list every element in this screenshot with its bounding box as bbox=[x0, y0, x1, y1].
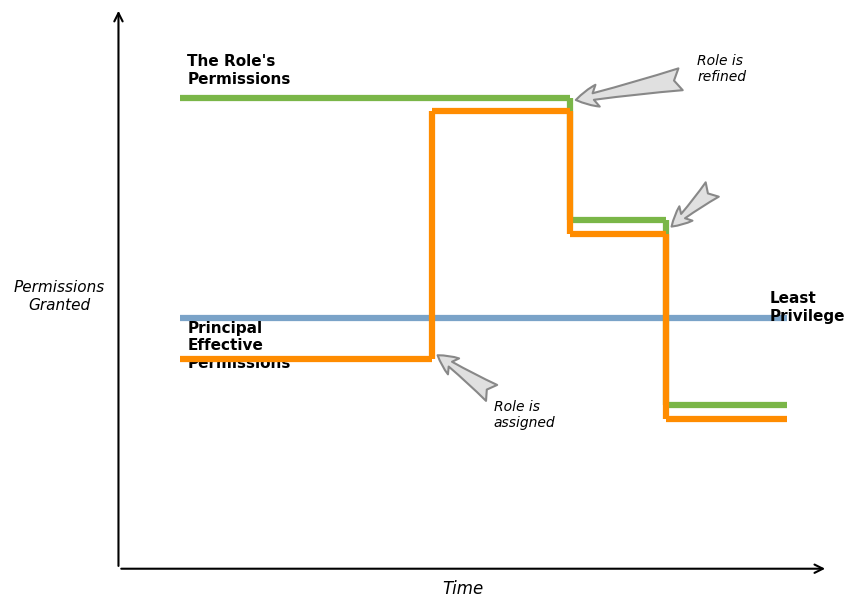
Text: Principal
Effective
Permissions: Principal Effective Permissions bbox=[187, 321, 291, 371]
Text: The Role's
Permissions: The Role's Permissions bbox=[187, 54, 291, 87]
Text: Time: Time bbox=[442, 580, 483, 598]
Text: Least
Privilege: Least Privilege bbox=[770, 291, 845, 323]
Text: Role is
refined: Role is refined bbox=[697, 54, 746, 84]
Text: Role is
assigned: Role is assigned bbox=[494, 400, 556, 430]
Text: Permissions
Granted: Permissions Granted bbox=[14, 281, 105, 313]
